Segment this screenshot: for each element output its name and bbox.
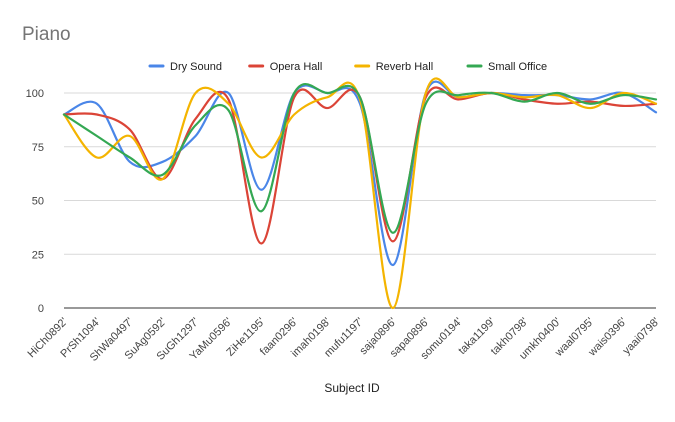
x-axis-ticks: HiCh0892'PrSh1094'ShWa0497'SuAg0592'SuGh… bbox=[26, 316, 663, 364]
legend-label: Reverb Hall bbox=[376, 61, 433, 73]
legend-label: Small Office bbox=[488, 61, 547, 73]
legend-item: Opera Hall bbox=[248, 61, 323, 73]
series-line-reverb-hall bbox=[62, 77, 658, 310]
series-lines bbox=[62, 77, 658, 310]
chart-title: Piano bbox=[22, 24, 71, 45]
y-tick-label: 0 bbox=[38, 303, 44, 315]
x-axis-label: Subject ID bbox=[324, 381, 380, 395]
y-tick-label: 100 bbox=[26, 88, 44, 100]
grid-lines bbox=[64, 92, 656, 309]
legend-item: Dry Sound bbox=[148, 61, 222, 73]
y-tick-label: 50 bbox=[32, 196, 44, 208]
legend-label: Opera Hall bbox=[270, 61, 323, 73]
legend: Dry Sound Opera Hall Reverb Hall Small Offi… bbox=[148, 61, 547, 73]
legend-item: Reverb Hall bbox=[354, 61, 433, 73]
y-axis-ticks: 0 25 50 75 100 bbox=[26, 88, 44, 315]
y-tick-label: 75 bbox=[32, 142, 44, 154]
series-line-small-office bbox=[62, 83, 658, 234]
legend-item: Small Office bbox=[466, 61, 547, 73]
y-tick-label: 25 bbox=[32, 249, 44, 261]
legend-label: Dry Sound bbox=[170, 61, 222, 73]
